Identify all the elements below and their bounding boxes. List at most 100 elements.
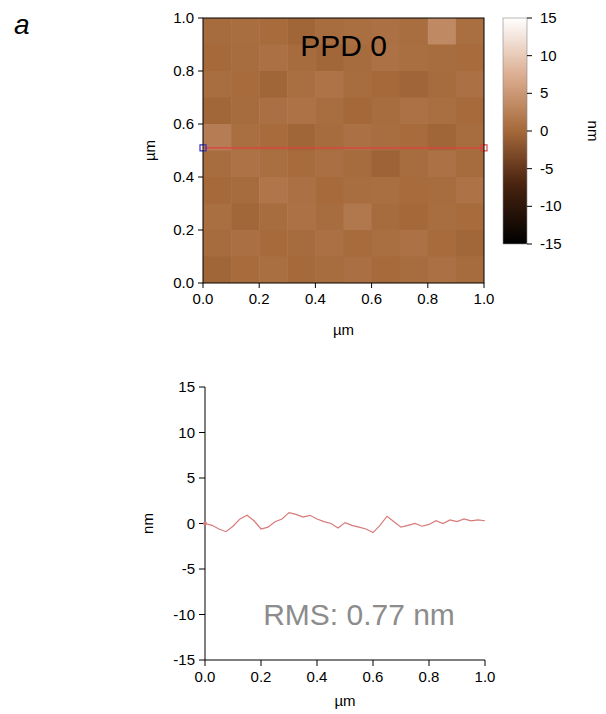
- y-tick-label: 10: [178, 424, 195, 441]
- heatmap-cell: [456, 71, 484, 98]
- heatmap-cell: [456, 151, 484, 178]
- heatmap-cell: [428, 257, 457, 284]
- heatmap-cell: [400, 204, 429, 231]
- colorbar-tick: [527, 168, 532, 169]
- heatmap-cell: [400, 71, 429, 98]
- heatmap-cell: [400, 230, 429, 257]
- heatmap-cell: [231, 204, 260, 231]
- heatmap-cell: [400, 257, 429, 284]
- heatmap-cell: [203, 177, 232, 204]
- heatmap-cell: [315, 177, 344, 204]
- heatmap-cell: [344, 151, 373, 178]
- heatmap-cell: [259, 257, 288, 284]
- heatmap-cell: [231, 71, 260, 98]
- heatmap-cell: [372, 151, 401, 178]
- y-tick-label: 5: [187, 469, 195, 486]
- y-axis-title: µm: [141, 140, 158, 161]
- heatmap-cell: [203, 204, 232, 231]
- heatmap-cell: [231, 151, 260, 178]
- x-tick: [371, 283, 372, 288]
- heatmap-cell: [372, 71, 401, 98]
- heatmap-cell: [259, 230, 288, 257]
- title: PPD 0: [300, 29, 387, 62]
- y-tick: [199, 614, 205, 615]
- x-tick: [429, 660, 430, 666]
- heatmap-cell: [203, 45, 232, 72]
- y-tick: [198, 177, 203, 178]
- heatmap-cell: [203, 71, 232, 98]
- colorbar-tick-label: 5: [540, 84, 548, 101]
- profile-line: [203, 147, 484, 148]
- x-axis-title: µm: [334, 692, 355, 709]
- heatmap-cell: [344, 177, 373, 204]
- plot-frame: [203, 18, 484, 283]
- x-tick-label: 0.4: [307, 668, 328, 685]
- heatmap-cell: [231, 257, 260, 284]
- heatmap-cell: [231, 177, 260, 204]
- heatmap-cell: [259, 71, 288, 98]
- heatmap-cell: [428, 124, 457, 151]
- heatmap-cell: [259, 204, 288, 231]
- heatmap-cell: [259, 98, 288, 125]
- heatmap-cell: [231, 18, 260, 45]
- x-tick: [317, 660, 318, 666]
- heatmap-cell: [456, 257, 484, 284]
- heatmap-cell: [456, 45, 484, 72]
- heatmap-cell: [203, 18, 232, 45]
- heatmap-cell: [428, 45, 457, 72]
- x-tick-label: 1.0: [475, 668, 496, 685]
- heatmap-cell: [400, 18, 429, 45]
- heatmap-cell: [231, 98, 260, 125]
- heatmap-cell: [259, 177, 288, 204]
- heatmap-cell: [428, 18, 457, 45]
- x-tick-label: 0.8: [419, 668, 440, 685]
- colorbar-tick: [527, 93, 532, 94]
- x-axis-title: µm: [333, 321, 354, 338]
- heatmap-cell: [203, 124, 232, 151]
- x-tick-label: 0.2: [251, 668, 272, 685]
- heatmap-cell: [315, 257, 344, 284]
- x-tick: [259, 283, 260, 288]
- colorbar-tick-label: -15: [540, 235, 562, 252]
- x-tick: [205, 660, 206, 666]
- y-tick-label: -15: [173, 651, 195, 668]
- heatmap-cell: [456, 124, 484, 151]
- x-tick: [203, 283, 204, 288]
- y-tick: [198, 71, 203, 72]
- heatmap-cell: [344, 230, 373, 257]
- colorbar-tick-label: -5: [540, 160, 553, 177]
- colorbar-tick-label: 15: [540, 9, 557, 26]
- heatmap-cell: [428, 98, 457, 125]
- x-tick: [485, 660, 486, 666]
- heatmap-cell: [231, 45, 260, 72]
- heatmap-cells: [203, 18, 484, 283]
- heatmap-cell: [456, 204, 484, 231]
- x-tick-label: 0.0: [195, 668, 216, 685]
- heatmap-cell: [259, 151, 288, 178]
- x-tick-label: 0.8: [417, 290, 438, 307]
- y-tick: [199, 660, 205, 661]
- y-tick: [199, 387, 205, 388]
- heatmap-cell: [428, 71, 457, 98]
- y-tick-label: 0.0: [173, 274, 194, 291]
- heatmap-cell: [287, 204, 316, 231]
- x-tick: [315, 283, 316, 288]
- heatmap-cell: [400, 45, 429, 72]
- panel-label: a: [14, 9, 30, 40]
- profile-start-marker: [203, 522, 207, 526]
- colorbar-tick: [527, 18, 532, 19]
- heatmap-cell: [428, 230, 457, 257]
- heatmap-cell: [372, 177, 401, 204]
- heatmap-cell: [456, 230, 484, 257]
- heatmap-cell: [344, 257, 373, 284]
- colorbar-tick: [527, 55, 532, 56]
- colorbar-tick-label: 0: [540, 122, 548, 139]
- heatmap-cell: [203, 257, 232, 284]
- heatmap-cell: [428, 151, 457, 178]
- heatmap-cell: [203, 151, 232, 178]
- heatmap-cell: [315, 151, 344, 178]
- heatmap-cell: [400, 124, 429, 151]
- y-tick-label: 0.4: [173, 168, 194, 185]
- heatmap-cell: [400, 151, 429, 178]
- heatmap-cell: [344, 71, 373, 98]
